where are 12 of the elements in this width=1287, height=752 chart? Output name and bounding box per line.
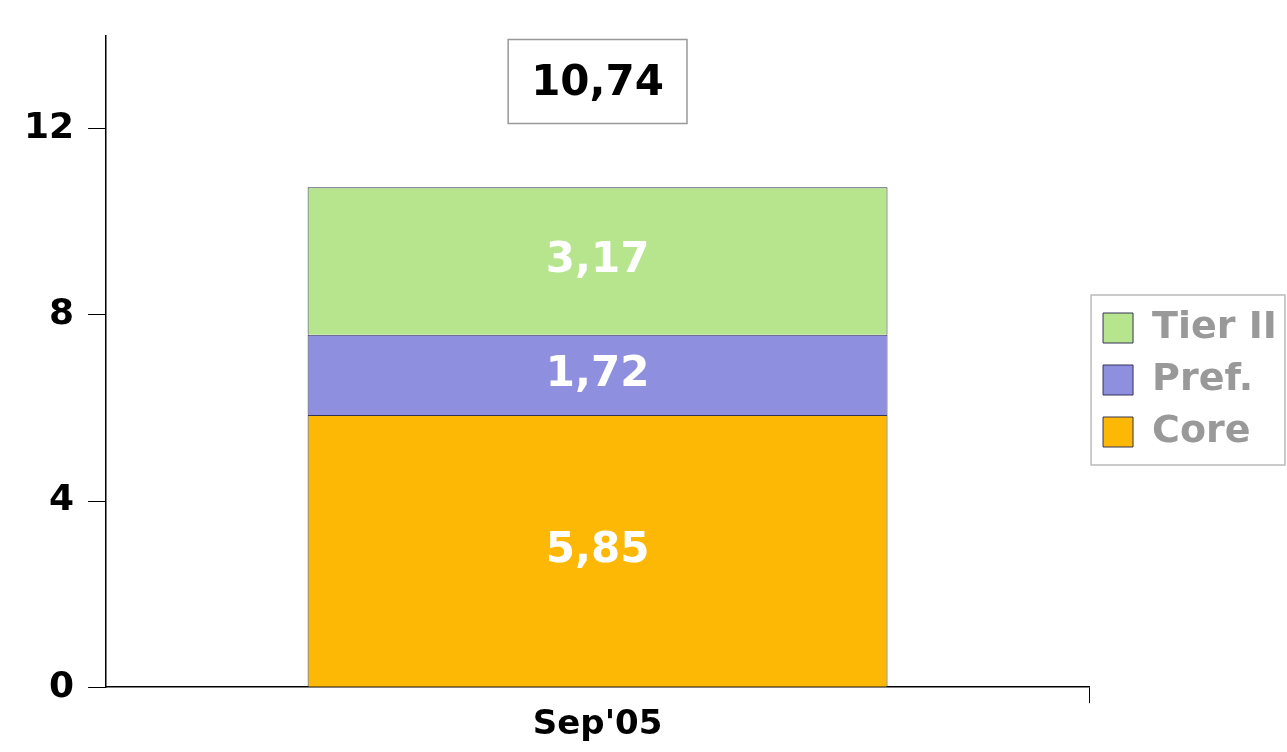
y-tick-label: 4 — [49, 477, 75, 519]
total-label: 10,74 — [531, 55, 664, 105]
data-label: 5,85 — [545, 522, 650, 572]
legend-label: Core — [1152, 406, 1251, 451]
data-label: 3,17 — [545, 233, 650, 283]
legend-label: Tier II — [1152, 302, 1277, 347]
y-tick-label: 8 — [49, 291, 75, 333]
data-label: 1,72 — [545, 346, 650, 396]
y-tick-label: 0 — [49, 663, 75, 705]
y-tick-label: 12 — [23, 105, 75, 147]
x-tick-label: Sep'05 — [532, 702, 663, 743]
legend-label: Pref. — [1152, 354, 1254, 399]
